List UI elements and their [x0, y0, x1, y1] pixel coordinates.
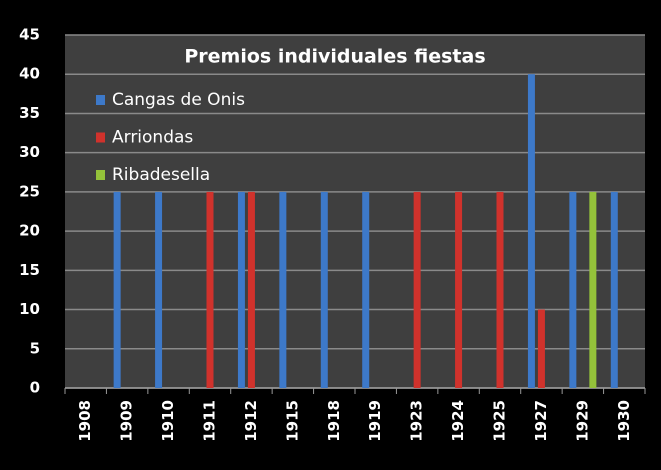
- y-tick-label: 25: [19, 182, 40, 200]
- bar: [362, 191, 370, 388]
- bar: [279, 191, 287, 388]
- bar: [496, 191, 504, 388]
- legend-label: Arriondas: [112, 128, 193, 148]
- bar: [455, 191, 463, 388]
- y-tick-label: 5: [30, 339, 40, 357]
- y-tick-label: 0: [30, 379, 40, 397]
- bar: [537, 309, 545, 388]
- x-tick-label: 1929: [573, 400, 591, 442]
- y-tick-label: 35: [19, 104, 40, 122]
- legend-label: Cangas de Onis: [112, 90, 245, 110]
- bar: [610, 191, 618, 388]
- bar: [113, 191, 121, 388]
- x-tick-label: 1915: [283, 400, 301, 442]
- x-tick-label: 1927: [532, 400, 550, 442]
- y-tick-label: 30: [19, 143, 40, 161]
- x-tick-label: 1908: [76, 400, 94, 442]
- bar: [247, 191, 255, 388]
- bar: [413, 191, 421, 388]
- plot-area: [65, 35, 645, 388]
- x-tick-label: 1918: [325, 400, 343, 442]
- bar: [527, 74, 535, 388]
- legend-label: Ribadesella: [112, 165, 210, 185]
- y-tick-label: 45: [19, 26, 40, 44]
- legend-swatch: [96, 170, 105, 180]
- x-tick-label: 1919: [366, 400, 384, 442]
- bar: [206, 191, 214, 388]
- y-tick-label: 40: [19, 65, 40, 83]
- bar: [589, 191, 597, 388]
- bar: [320, 191, 328, 388]
- x-tick-label: 1910: [159, 400, 177, 442]
- x-tick-label: 1930: [615, 400, 633, 442]
- x-tick-label: 1912: [242, 400, 260, 442]
- legend-swatch: [96, 95, 105, 105]
- x-tick-label: 1911: [201, 400, 219, 442]
- x-tick-label: 1909: [118, 400, 136, 442]
- y-tick-label: 15: [19, 261, 40, 279]
- y-tick-label: 20: [19, 222, 40, 240]
- x-tick-label: 1925: [491, 400, 509, 442]
- legend-swatch: [96, 132, 105, 143]
- x-tick-label: 1923: [408, 400, 426, 442]
- bar: [237, 191, 245, 388]
- bar: [155, 191, 163, 388]
- chart-title: Premios individuales fiestas: [184, 46, 485, 68]
- bar: [569, 191, 577, 388]
- y-tick-label: 10: [19, 300, 40, 318]
- bars: [113, 74, 618, 388]
- x-tick-label: 1924: [449, 400, 467, 442]
